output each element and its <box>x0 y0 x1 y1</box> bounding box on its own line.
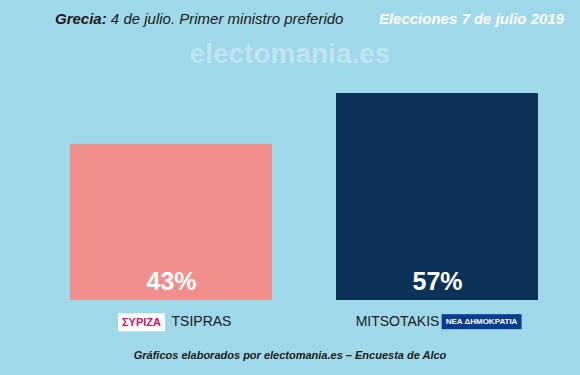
html-text:Elecciones 7 de julio 2019: Elecciones 7 de julio 2019 <box>378 10 564 27</box>
svg-text:57%: 57% <box>412 267 462 295</box>
html-text:electomania.es: electomania.es <box>189 38 391 69</box>
html-text:Gráficos elaborados por electo: Gráficos elaborados por electomania.es –… <box>133 349 447 361</box>
svg-text:MITSOTAKIS: MITSOTAKIS <box>356 313 440 329</box>
svg-text:ΝΕΑ ΔΗΜΟΚΡΑΤΙΑ: ΝΕΑ ΔΗΜΟΚΡΑΤΙΑ <box>446 317 518 326</box>
svg-text:43%: 43% <box>146 267 196 295</box>
svg-text:ΣΥΡΙΖΑ: ΣΥΡΙΖΑ <box>122 316 161 328</box>
html-text:Grecia: 4 de julio. Primer min: Grecia: 4 de julio. Primer ministro pref… <box>55 10 344 27</box>
svg-text:TSIPRAS: TSIPRAS <box>172 313 232 329</box>
